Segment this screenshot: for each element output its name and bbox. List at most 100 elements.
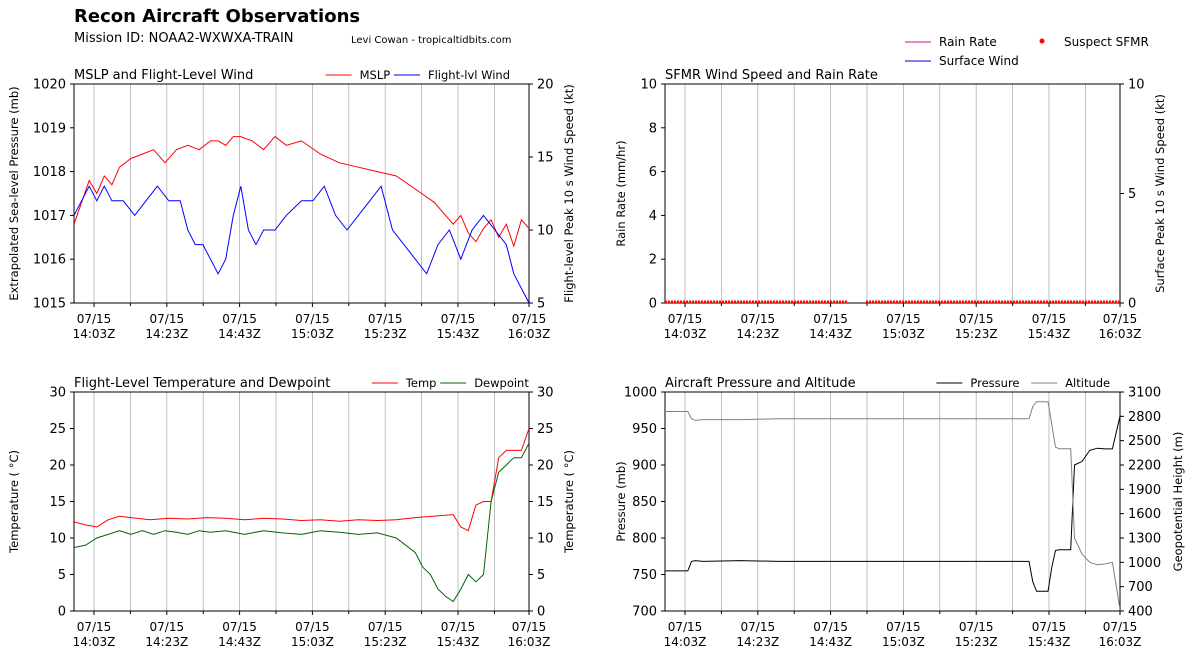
x-tick-label-date: 07/15 xyxy=(295,620,330,634)
x-tick-label-time: 16:03Z xyxy=(1099,635,1142,649)
y2-tick-label: 3100 xyxy=(1128,386,1161,401)
chart-panel-4: 07/1514:03Z07/1514:23Z07/1514:43Z07/1515… xyxy=(614,376,1185,649)
x-tick-label-time: 14:03Z xyxy=(664,635,707,649)
y-tick-label: 5 xyxy=(58,568,66,583)
y-tick-label: 4 xyxy=(649,209,657,224)
x-tick-label-time: 14:43Z xyxy=(809,327,852,341)
y-tick-label: 1018 xyxy=(33,165,66,180)
x-tick-label-date: 07/15 xyxy=(813,620,848,634)
x-tick-label-time: 16:03Z xyxy=(508,635,551,649)
y2-tick-label: 5 xyxy=(537,297,545,312)
y-tick-label: 8 xyxy=(649,121,657,136)
y2-tick-label: 1300 xyxy=(1128,532,1161,547)
y-tick-label: 1015 xyxy=(33,297,66,312)
x-tick-label-date: 07/15 xyxy=(1103,620,1138,634)
x-tick-label-date: 07/15 xyxy=(741,620,776,634)
y-tick-label: 2 xyxy=(649,253,657,268)
y-tick-label: 25 xyxy=(49,422,66,437)
legend-label: Temp xyxy=(405,376,437,390)
x-tick-label-time: 15:43Z xyxy=(437,327,480,341)
x-tick-label-time: 14:23Z xyxy=(736,635,779,649)
x-tick-label-time: 15:43Z xyxy=(437,635,480,649)
y-tick-label: 20 xyxy=(49,459,66,474)
x-tick-label-time: 16:03Z xyxy=(508,327,551,341)
y2-axis-label: Geopotential Height (m) xyxy=(1171,432,1185,572)
x-tick-label-time: 14:43Z xyxy=(218,327,261,341)
y-tick-label: 1020 xyxy=(33,78,66,93)
x-tick-label-date: 07/15 xyxy=(222,312,257,326)
x-tick-label-date: 07/15 xyxy=(886,620,921,634)
x-tick-label-date: 07/15 xyxy=(150,312,185,326)
y2-tick-label: 15 xyxy=(537,495,554,510)
y-tick-label: 950 xyxy=(632,422,657,437)
x-tick-label-time: 14:23Z xyxy=(736,327,779,341)
x-tick-label-date: 07/15 xyxy=(441,312,476,326)
x-tick-label-date: 07/15 xyxy=(222,620,257,634)
x-tick-label-date: 07/15 xyxy=(668,620,703,634)
page-title: Recon Aircraft Observations xyxy=(74,6,361,27)
series-line-temp xyxy=(74,428,529,532)
series-line-pressure xyxy=(665,415,1120,592)
x-tick-label-date: 07/15 xyxy=(668,312,703,326)
y-axis-label: Temperature ( °C) xyxy=(7,450,21,554)
mission-id: Mission ID: NOAA2-WXWXA-TRAIN xyxy=(74,31,294,46)
legend-label: MSLP xyxy=(360,68,391,82)
y2-tick-label: 15 xyxy=(537,151,554,166)
legend-label: Suspect SFMR xyxy=(1064,35,1149,49)
x-tick-label-time: 14:03Z xyxy=(73,327,116,341)
y-tick-label: 700 xyxy=(632,605,657,620)
legend-label: Flight-lvl Wind xyxy=(428,68,510,82)
y-tick-label: 10 xyxy=(640,78,657,93)
y2-axis-label: Temperature ( °C) xyxy=(562,450,576,554)
y2-tick-label: 2800 xyxy=(1128,410,1161,425)
y2-tick-label: 700 xyxy=(1128,580,1153,595)
y-tick-label: 1016 xyxy=(33,253,66,268)
x-tick-label-time: 15:23Z xyxy=(955,635,998,649)
y-tick-label: 15 xyxy=(49,495,66,510)
y2-tick-label: 1600 xyxy=(1128,507,1161,522)
series-line-altitude xyxy=(665,401,1120,610)
y-tick-label: 1000 xyxy=(624,386,657,401)
y2-tick-label: 0 xyxy=(1128,297,1136,312)
x-tick-label-date: 07/15 xyxy=(813,312,848,326)
x-tick-label-time: 15:23Z xyxy=(955,327,998,341)
x-tick-label-date: 07/15 xyxy=(741,312,776,326)
plot-frame xyxy=(73,391,530,612)
x-tick-label-date: 07/15 xyxy=(368,312,403,326)
y-tick-label: 1019 xyxy=(33,121,66,136)
y2-tick-label: 5 xyxy=(537,568,545,583)
chart-title: MSLP and Flight-Level Wind xyxy=(74,68,253,83)
y-tick-label: 850 xyxy=(632,495,657,510)
x-tick-label-time: 15:23Z xyxy=(364,327,407,341)
x-tick-label-time: 15:03Z xyxy=(291,327,334,341)
x-tick-label-time: 16:03Z xyxy=(1099,327,1142,341)
x-tick-label-time: 14:23Z xyxy=(145,327,188,341)
x-tick-label-time: 15:03Z xyxy=(882,635,925,649)
y-tick-label: 0 xyxy=(58,605,66,620)
y-tick-label: 6 xyxy=(649,165,657,180)
x-tick-label-time: 14:03Z xyxy=(73,635,116,649)
y2-tick-label: 2500 xyxy=(1128,434,1161,449)
legend-swatch xyxy=(1039,38,1045,44)
y2-tick-label: 2200 xyxy=(1128,459,1161,474)
x-tick-label-date: 07/15 xyxy=(512,620,547,634)
y2-axis-label: Surface Peak 10 s Wind Speed (kt) xyxy=(1153,94,1167,293)
x-tick-label-time: 15:03Z xyxy=(291,635,334,649)
y-tick-label: 1017 xyxy=(33,209,66,224)
legend-label: Pressure xyxy=(970,376,1019,390)
y2-tick-label: 10 xyxy=(537,224,554,239)
series-line-mslp xyxy=(74,135,529,248)
y2-tick-label: 5 xyxy=(1128,187,1136,202)
legend-label: Altitude xyxy=(1065,376,1110,390)
chart-title: Flight-Level Temperature and Dewpoint xyxy=(74,376,330,391)
y-tick-label: 10 xyxy=(49,532,66,547)
x-tick-label-date: 07/15 xyxy=(1032,620,1067,634)
x-tick-label-time: 15:23Z xyxy=(364,635,407,649)
y-tick-label: 900 xyxy=(632,459,657,474)
x-tick-label-time: 14:23Z xyxy=(145,635,188,649)
y2-tick-label: 0 xyxy=(537,605,545,620)
y2-tick-label: 20 xyxy=(537,459,554,474)
x-tick-label-time: 15:43Z xyxy=(1028,327,1071,341)
y-tick-label: 30 xyxy=(49,386,66,401)
x-tick-label-date: 07/15 xyxy=(1103,312,1138,326)
